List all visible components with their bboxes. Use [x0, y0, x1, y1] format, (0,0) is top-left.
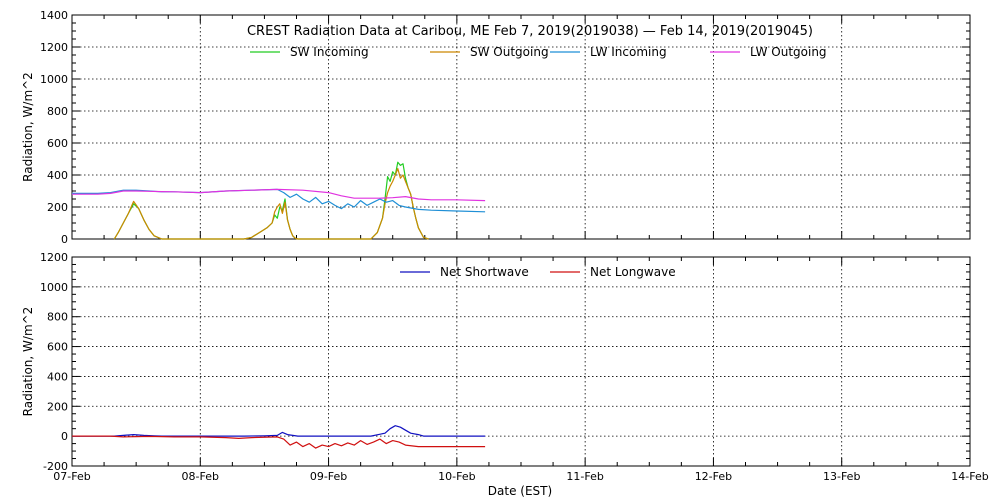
y-tick-label: 400	[47, 169, 68, 182]
y-tick-label: 800	[47, 105, 68, 118]
y-axis-label: Radiation, W/m^2	[21, 307, 35, 417]
bottom-panel-net-radiation: -200 0 200 400 600 800 1000 1200 07-Feb 08-Feb 09-…	[21, 251, 989, 483]
y-tick-label: 0	[61, 233, 68, 246]
series-line-sw-incoming	[113, 161, 429, 240]
chart-title: CREST Radiation Data at Caribou, ME Feb …	[247, 24, 813, 39]
x-axis-label: Date (EST)	[488, 484, 552, 498]
y-tick-label: 1000	[40, 281, 68, 294]
y-tick-label: 800	[47, 311, 68, 324]
top-panel-radiation-components: 0 200 400 600 800 1000 1200 1400 Radiation, W/m^…	[21, 9, 971, 246]
legend-label: Net Shortwave	[440, 265, 529, 279]
x-tick-label: 11-Feb	[566, 470, 603, 483]
legend-label: LW Incoming	[590, 45, 667, 59]
y-tick-label: 600	[47, 341, 68, 354]
legend-label: LW Outgoing	[750, 45, 827, 59]
y-tick-label: 1400	[40, 9, 68, 22]
x-tick-label: 10-Feb	[438, 470, 475, 483]
series-line-lw-outgoing	[72, 188, 486, 202]
series-line-net-longwave	[72, 435, 486, 449]
y-tick-label: 1200	[40, 41, 68, 54]
series-line-net-shortwave	[72, 425, 486, 437]
x-tick-label: 13-Feb	[823, 470, 860, 483]
series-line-sw-outgoing	[113, 168, 429, 240]
y-tick-label: 400	[47, 370, 68, 383]
x-tick-label: 14-Feb	[951, 470, 988, 483]
x-tick-label: 09-Feb	[310, 470, 347, 483]
x-tick-label: 12-Feb	[695, 470, 732, 483]
legend-label: Net Longwave	[590, 265, 676, 279]
y-tick-label: 1200	[40, 251, 68, 264]
y-tick-label: 600	[47, 137, 68, 150]
y-tick-label: 200	[47, 201, 68, 214]
legend-label: SW Incoming	[290, 45, 369, 59]
y-tick-label: 200	[47, 400, 68, 413]
x-tick-label: 08-Feb	[182, 470, 219, 483]
series-line-lw-incoming	[72, 188, 486, 213]
y-tick-label: -200	[43, 460, 68, 473]
y-tick-label: 1000	[40, 73, 68, 86]
y-axis-label: Radiation, W/m^2	[21, 72, 35, 182]
x-tick-label: 07-Feb	[53, 470, 90, 483]
plot-frame	[71, 256, 971, 467]
y-tick-label: 0	[61, 430, 68, 443]
legend-label: SW Outgoing	[470, 45, 549, 59]
